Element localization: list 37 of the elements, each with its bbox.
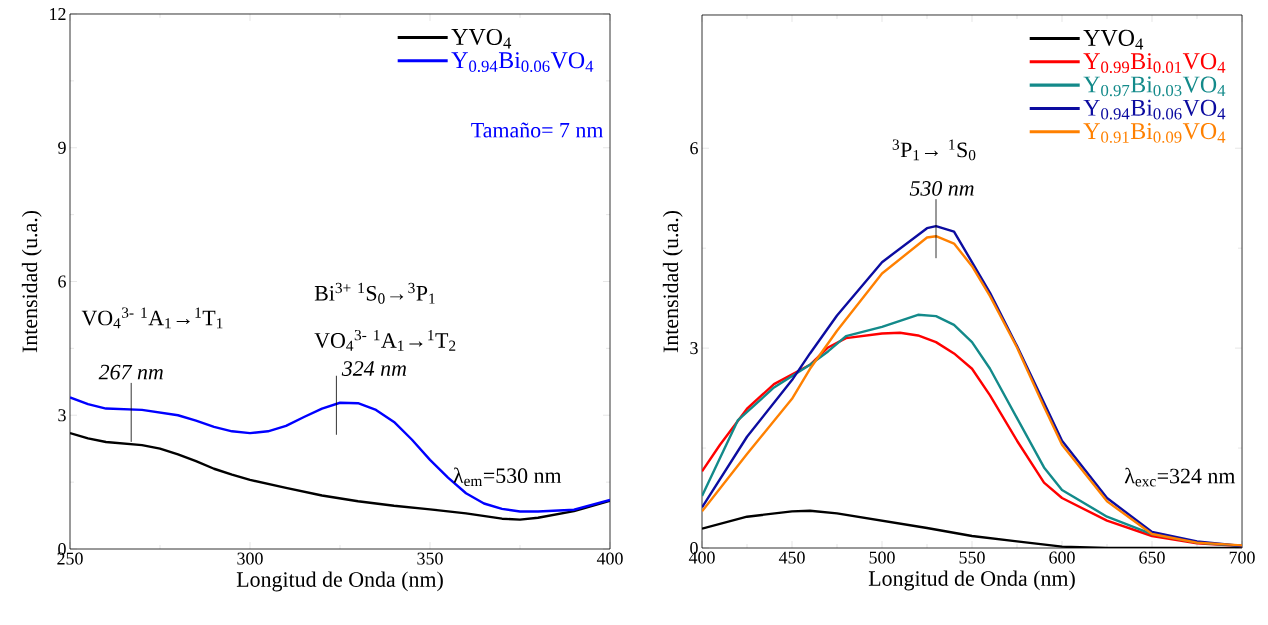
y-tick-label: 9 (58, 141, 66, 154)
x-axis-title: Longitud de Onda (nm) (868, 570, 1075, 591)
y-tick-label: 3 (58, 409, 66, 422)
y-tick-label: 6 (58, 275, 66, 288)
annotation: 324 nm (341, 361, 407, 376)
y-axis-title: Intensidad (u.a.) (662, 210, 683, 353)
annotation: λ$_{exc}$=324 nm (1124, 467, 1236, 487)
text: VO$_{4}$$^{3- 1}$A$_{1}$→$^{1}$T$_{2}$ (314, 329, 456, 351)
y-tick-label: 6 (690, 142, 698, 155)
annotation: 267 nm (98, 364, 163, 380)
annotation: λ$_{em}$=530 nm (453, 467, 562, 487)
y-tick-label: 3 (690, 342, 698, 355)
legend-label: YVO$_{4}$ (451, 28, 512, 49)
text: VO$_{4}$$^{3- 1}$A$_{1}$→$^{1}$T$_{1}$ (81, 307, 223, 329)
x-tick-label: 600 (1049, 551, 1075, 564)
x-axis-title: Longitud de Onda (nm) (236, 571, 443, 592)
x-tick-label: 700 (1229, 551, 1255, 564)
x-tick-label: 500 (869, 551, 895, 564)
x-tick-label: 550 (959, 551, 985, 564)
line-series (70, 396, 611, 513)
x-tick-label: 400 (596, 552, 623, 565)
y-tick-label: 12 (50, 8, 66, 20)
x-tick-label: 300 (237, 552, 263, 565)
legend-label: Y$_{0.99}$Bi$_{0.01}$VO$_{4}$ (1083, 53, 1226, 73)
annotation: $^{3}$P$_{1}$→ $^{1}$S$_{0}$ (892, 139, 976, 161)
x-tick-label: 450 (778, 551, 805, 564)
x-tick-label: 650 (1139, 551, 1165, 564)
annotation: Tamaño= 7 nm (471, 122, 604, 138)
y-axis-title: Intensidad (u.a.) (21, 210, 42, 353)
annotation: 530 nm (909, 181, 974, 196)
annotation: Bi$^{3+ 1}$S$_{0}$→$^{3}$P$_{1}$ (314, 282, 435, 304)
legend-label: Y$_{0.97}$Bi$_{0.03}$VO$_{4}$ (1083, 76, 1226, 97)
legend-label: YVO$_{4}$ (1083, 29, 1144, 50)
x-tick-label: 350 (417, 552, 443, 565)
legend-label: Y$_{0.94}$Bi$_{0.06}$VO$_{4}$ (451, 52, 594, 72)
legend-label: Y$_{0.91}$Bi$_{0.09}$VO$_{4}$ (1083, 123, 1226, 143)
legend-label: Y$_{0.94}$Bi$_{0.06}$VO$_{4}$ (1083, 99, 1226, 120)
